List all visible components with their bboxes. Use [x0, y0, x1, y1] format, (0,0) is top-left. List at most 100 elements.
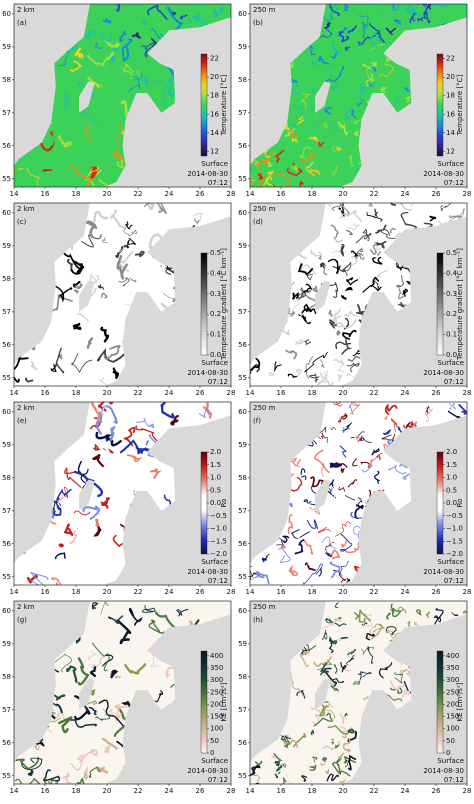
x-tick-label: 26 — [432, 588, 441, 596]
x-tick-label: 16 — [277, 787, 286, 795]
y-tick-label: 58 — [238, 474, 247, 482]
colorbar-label: Temperature [°C] — [220, 75, 228, 137]
colorbar — [201, 651, 207, 753]
y-tick-label: 55 — [2, 772, 11, 780]
x-tick-label: 20 — [339, 389, 348, 397]
colorbar-label: KE [cm²/s²] — [456, 682, 464, 721]
annotation-date: 2014-08-30 — [423, 170, 464, 178]
x-tick-label: 18 — [72, 389, 81, 397]
x-tick-label: 18 — [308, 588, 317, 596]
y-tick-label: 58 — [2, 275, 11, 283]
y-tick-label: 59 — [238, 242, 247, 250]
y-tick-label: 57 — [238, 308, 247, 316]
colorbar-tick-label: 2.0 — [446, 448, 457, 456]
x-tick-label: 14 — [10, 588, 19, 596]
colorbar-tick-label: 20 — [446, 73, 455, 81]
x-tick-label: 26 — [196, 389, 205, 397]
y-tick-label: 56 — [2, 739, 11, 747]
x-tick-label: 26 — [432, 190, 441, 198]
x-tick-label: 22 — [370, 588, 379, 596]
y-tick-label: 55 — [2, 175, 11, 183]
y-tick-label: 59 — [2, 43, 11, 51]
x-tick-label: 26 — [196, 190, 205, 198]
annotation-depth: Surface — [201, 359, 228, 367]
annotation-date: 2014-08-30 — [187, 568, 228, 576]
annotation-depth: Surface — [437, 359, 464, 367]
colorbar-tick-label: 0.5 — [446, 486, 457, 494]
annotation-depth: Surface — [437, 757, 464, 765]
x-tick-label: 24 — [165, 389, 174, 397]
colorbar-tick-label: 22 — [210, 55, 219, 63]
x-tick-label: 22 — [134, 389, 143, 397]
colorbar — [437, 253, 443, 355]
y-tick-label: 59 — [2, 441, 11, 449]
x-tick-label: 18 — [72, 190, 81, 198]
x-tick-label: 18 — [72, 588, 81, 596]
colorbar-label: KE [cm²/s²] — [220, 682, 228, 721]
eddy — [60, 544, 63, 546]
y-tick-label: 60 — [238, 408, 247, 416]
panel-label: (a) — [17, 19, 27, 27]
colorbar-label: Temperature gradient [°C km⁻¹] — [456, 248, 464, 361]
x-tick-label: 16 — [41, 190, 50, 198]
colorbar-tick-label: 2.0 — [210, 448, 221, 456]
y-tick-label: 57 — [238, 706, 247, 714]
eddy — [323, 758, 326, 762]
x-tick-label: 16 — [277, 588, 286, 596]
x-tick-label: 26 — [432, 389, 441, 397]
x-tick-label: 20 — [103, 190, 112, 198]
y-tick-label: 60 — [2, 209, 11, 217]
panel-label: (c) — [17, 218, 27, 226]
colorbar-tick-label: 18 — [210, 92, 219, 100]
eddy — [347, 288, 352, 290]
colorbar — [437, 452, 443, 554]
x-tick-label: 26 — [196, 588, 205, 596]
resolution-label: 250 m — [253, 205, 276, 213]
x-tick-label: 14 — [10, 787, 19, 795]
eddy — [74, 324, 80, 329]
y-tick-label: 57 — [2, 308, 11, 316]
colorbar-tick-label: 0 — [210, 749, 214, 757]
colorbar-tick-label: −1.5 — [446, 537, 463, 545]
x-tick-label: 24 — [401, 588, 410, 596]
colorbar-label: Temperature [°C] — [456, 75, 464, 137]
x-tick-label: 16 — [41, 787, 50, 795]
colorbar-tick-label: −2.0 — [446, 550, 463, 558]
x-tick-label: 26 — [196, 787, 205, 795]
colorbar-tick-label: 1.5 — [446, 461, 457, 469]
annotation-date: 2014-08-30 — [187, 170, 228, 178]
y-tick-label: 58 — [238, 275, 247, 283]
eddy — [0, 550, 15, 569]
colorbar-tick-label: 1.0 — [210, 474, 221, 482]
eddy — [337, 331, 340, 335]
resolution-label: 2 km — [17, 404, 35, 412]
x-tick-label: 16 — [41, 389, 50, 397]
annotation-time: 07:12 — [208, 179, 228, 187]
colorbar-tick-label: −1.0 — [210, 525, 227, 533]
x-tick-label: 24 — [401, 190, 410, 198]
colorbar-tick-label: 14 — [210, 129, 219, 137]
x-tick-label: 28 — [227, 389, 236, 397]
colorbar — [437, 651, 443, 753]
x-tick-label: 24 — [165, 190, 174, 198]
y-tick-label: 59 — [238, 441, 247, 449]
x-tick-label: 20 — [339, 190, 348, 198]
x-tick-label: 20 — [339, 787, 348, 795]
colorbar-label: Temperature gradient [°C km⁻¹] — [220, 248, 228, 361]
panel-label: (b) — [253, 19, 263, 27]
x-tick-label: 20 — [103, 588, 112, 596]
resolution-label: 250 m — [253, 6, 276, 14]
x-tick-label: 24 — [401, 787, 410, 795]
eddy — [355, 131, 358, 135]
colorbar-label: Ro — [456, 499, 464, 508]
colorbar-tick-label: −1.0 — [446, 525, 463, 533]
colorbar-label: Ro — [220, 499, 228, 508]
x-tick-label: 18 — [308, 787, 317, 795]
y-tick-label: 57 — [238, 507, 247, 515]
x-tick-label: 28 — [227, 190, 236, 198]
annotation-depth: Surface — [437, 160, 464, 168]
annotation-depth: Surface — [201, 757, 228, 765]
